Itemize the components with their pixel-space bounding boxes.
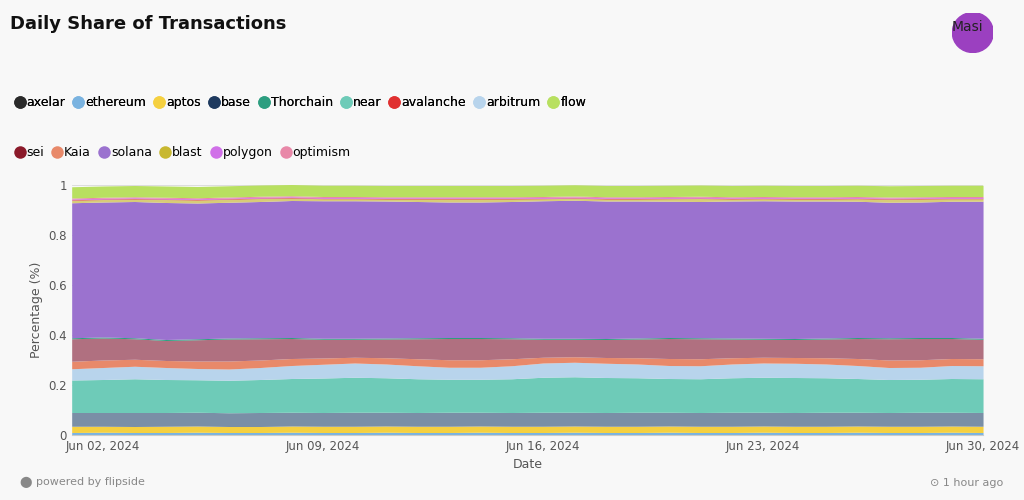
X-axis label: Date: Date bbox=[512, 458, 543, 471]
Legend: sei, Kaia, solana, blast, polygon, optimism: sei, Kaia, solana, blast, polygon, optim… bbox=[16, 146, 350, 159]
Text: ⊙ 1 hour ago: ⊙ 1 hour ago bbox=[930, 478, 1004, 488]
Text: Daily Share of Transactions: Daily Share of Transactions bbox=[10, 15, 287, 33]
Text: Masi: Masi bbox=[951, 20, 983, 34]
Circle shape bbox=[952, 12, 993, 52]
Legend: axelar, ethereum, aptos, base, Thorchain, near, avalanche, arbitrum, flow: axelar, ethereum, aptos, base, Thorchain… bbox=[16, 96, 586, 110]
Y-axis label: Percentage (%): Percentage (%) bbox=[30, 262, 43, 358]
Text: ⬤ powered by flipside: ⬤ powered by flipside bbox=[20, 476, 145, 488]
